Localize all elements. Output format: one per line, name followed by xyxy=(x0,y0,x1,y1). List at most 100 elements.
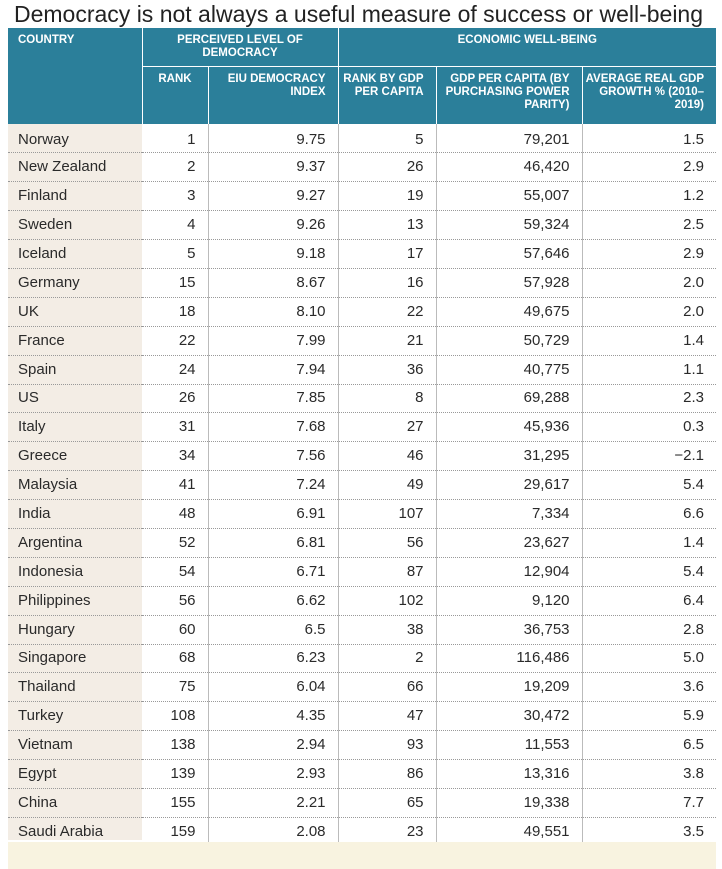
cell-rank: 54 xyxy=(142,557,208,587)
cell-growth: 1.1 xyxy=(581,355,717,385)
cell-gdp-rank: 26 xyxy=(337,152,437,183)
cell-country: India xyxy=(8,499,142,529)
cell-growth: 5.9 xyxy=(581,701,717,732)
cell-gdp-rank: 19 xyxy=(337,181,437,212)
table-row: Finland 3 9.27 19 55,007 1.2 xyxy=(8,181,717,212)
cell-country: Egypt xyxy=(8,759,142,789)
cell-growth: 1.5 xyxy=(581,124,717,154)
cell-gdp-rank: 56 xyxy=(337,528,437,558)
cell-gdp-rank: 87 xyxy=(337,557,437,587)
cell-gdp-rank: 5 xyxy=(337,124,437,154)
cell-rank: 48 xyxy=(142,499,208,529)
table-row: Greece 34 7.56 46 31,295 −2.1 xyxy=(8,441,717,472)
cell-gdp-per-capita: 40,775 xyxy=(435,355,583,385)
cell-country: Germany xyxy=(8,268,142,298)
cell-eiu-index: 6.23 xyxy=(207,644,339,674)
cell-rank: 75 xyxy=(142,672,208,703)
cell-gdp-per-capita: 13,316 xyxy=(435,759,583,789)
cell-eiu-index: 6.04 xyxy=(207,672,339,703)
cell-gdp-rank: 66 xyxy=(337,672,437,703)
cell-growth: 2.9 xyxy=(581,239,717,269)
cell-gdp-per-capita: 50,729 xyxy=(435,326,583,356)
cell-gdp-rank: 46 xyxy=(337,441,437,472)
cell-rank: 18 xyxy=(142,297,208,327)
cell-growth: 3.5 xyxy=(581,817,717,847)
cell-gdp-per-capita: 31,295 xyxy=(435,441,583,472)
table-body: Norway 1 9.75 5 79,201 1.5 New Zealand 2 9.37 26 4… xyxy=(8,124,717,847)
cell-growth: 2.9 xyxy=(581,152,717,183)
cell-eiu-index: 7.68 xyxy=(207,412,339,443)
cell-eiu-index: 6.71 xyxy=(207,557,339,587)
cell-gdp-per-capita: 36,753 xyxy=(435,615,583,645)
cell-country: Norway xyxy=(8,124,142,154)
cell-eiu-index: 7.99 xyxy=(207,326,339,356)
cell-gdp-per-capita: 19,338 xyxy=(435,788,583,818)
cell-rank: 3 xyxy=(142,181,208,212)
table-row: Italy 31 7.68 27 45,936 0.3 xyxy=(8,412,717,443)
cell-eiu-index: 8.67 xyxy=(207,268,339,298)
cell-gdp-rank: 2 xyxy=(337,644,437,674)
cell-growth: 1.4 xyxy=(581,528,717,558)
header-gdp-rank: RANK BY GDP PER CAPITA xyxy=(337,65,437,124)
table-row: Philippines 56 6.62 102 9,120 6.4 xyxy=(8,586,717,616)
header-democracy-group: PERCEIVED LEVEL OF DEMOCRACY xyxy=(141,28,339,66)
cell-rank: 138 xyxy=(142,730,208,761)
cell-growth: 2.0 xyxy=(581,268,717,298)
cell-gdp-rank: 107 xyxy=(337,499,437,529)
cell-rank: 31 xyxy=(142,412,208,443)
header-growth: AVERAGE REAL GDP GROWTH % (2010–2019) xyxy=(581,65,717,124)
cell-growth: 1.4 xyxy=(581,326,717,356)
table-row: France 22 7.99 21 50,729 1.4 xyxy=(8,326,717,356)
cell-eiu-index: 4.35 xyxy=(207,701,339,732)
cell-country: Saudi Arabia xyxy=(8,817,142,847)
cell-gdp-per-capita: 49,675 xyxy=(435,297,583,327)
cell-gdp-rank: 49 xyxy=(337,470,437,501)
cell-country: Thailand xyxy=(8,672,142,703)
cell-gdp-rank: 21 xyxy=(337,326,437,356)
cell-country: Iceland xyxy=(8,239,142,269)
cell-gdp-rank: 47 xyxy=(337,701,437,732)
table-row: Malaysia 41 7.24 49 29,617 5.4 xyxy=(8,470,717,501)
cell-rank: 155 xyxy=(142,788,208,818)
cell-rank: 60 xyxy=(142,615,208,645)
table-row: Hungary 60 6.5 38 36,753 2.8 xyxy=(8,615,717,645)
cell-gdp-per-capita: 11,553 xyxy=(435,730,583,761)
cell-eiu-index: 6.5 xyxy=(207,615,339,645)
table-row: Singapore 68 6.23 2 116,486 5.0 xyxy=(8,644,717,674)
table-row: Germany 15 8.67 16 57,928 2.0 xyxy=(8,268,717,298)
cell-gdp-rank: 102 xyxy=(337,586,437,616)
cell-eiu-index: 2.21 xyxy=(207,788,339,818)
cell-eiu-index: 2.94 xyxy=(207,730,339,761)
cell-gdp-per-capita: 57,928 xyxy=(435,268,583,298)
cell-rank: 24 xyxy=(142,355,208,385)
cell-gdp-per-capita: 46,420 xyxy=(435,152,583,183)
table-row: Vietnam 138 2.94 93 11,553 6.5 xyxy=(8,730,717,761)
cell-gdp-rank: 86 xyxy=(337,759,437,789)
page-title: Democracy is not always a useful measure… xyxy=(14,1,704,27)
table-row: Argentina 52 6.81 56 23,627 1.4 xyxy=(8,528,717,558)
cell-gdp-per-capita: 12,904 xyxy=(435,557,583,587)
cell-growth: 5.4 xyxy=(581,557,717,587)
cell-eiu-index: 9.18 xyxy=(207,239,339,269)
cell-rank: 5 xyxy=(142,239,208,269)
cell-growth: 2.0 xyxy=(581,297,717,327)
cell-gdp-per-capita: 55,007 xyxy=(435,181,583,212)
cell-growth: 1.2 xyxy=(581,181,717,212)
cell-country: Sweden xyxy=(8,210,142,241)
cell-eiu-index: 9.26 xyxy=(207,210,339,241)
cell-eiu-index: 6.62 xyxy=(207,586,339,616)
cell-rank: 2 xyxy=(142,152,208,183)
cell-gdp-per-capita: 19,209 xyxy=(435,672,583,703)
cell-gdp-per-capita: 59,324 xyxy=(435,210,583,241)
cell-country: Turkey xyxy=(8,701,142,732)
header-rank: RANK xyxy=(141,65,208,124)
cell-gdp-rank: 22 xyxy=(337,297,437,327)
table-row: India 48 6.91 107 7,334 6.6 xyxy=(8,499,717,529)
cell-gdp-per-capita: 9,120 xyxy=(435,586,583,616)
democracy-table: COUNTRY PERCEIVED LEVEL OF DEMOCRACY ECO… xyxy=(8,28,717,847)
cell-gdp-per-capita: 69,288 xyxy=(435,384,583,414)
cell-eiu-index: 9.27 xyxy=(207,181,339,212)
table-row: Saudi Arabia 159 2.08 23 49,551 3.5 xyxy=(8,817,717,847)
table-row: Egypt 139 2.93 86 13,316 3.8 xyxy=(8,759,717,789)
table-row: UK 18 8.10 22 49,675 2.0 xyxy=(8,297,717,327)
